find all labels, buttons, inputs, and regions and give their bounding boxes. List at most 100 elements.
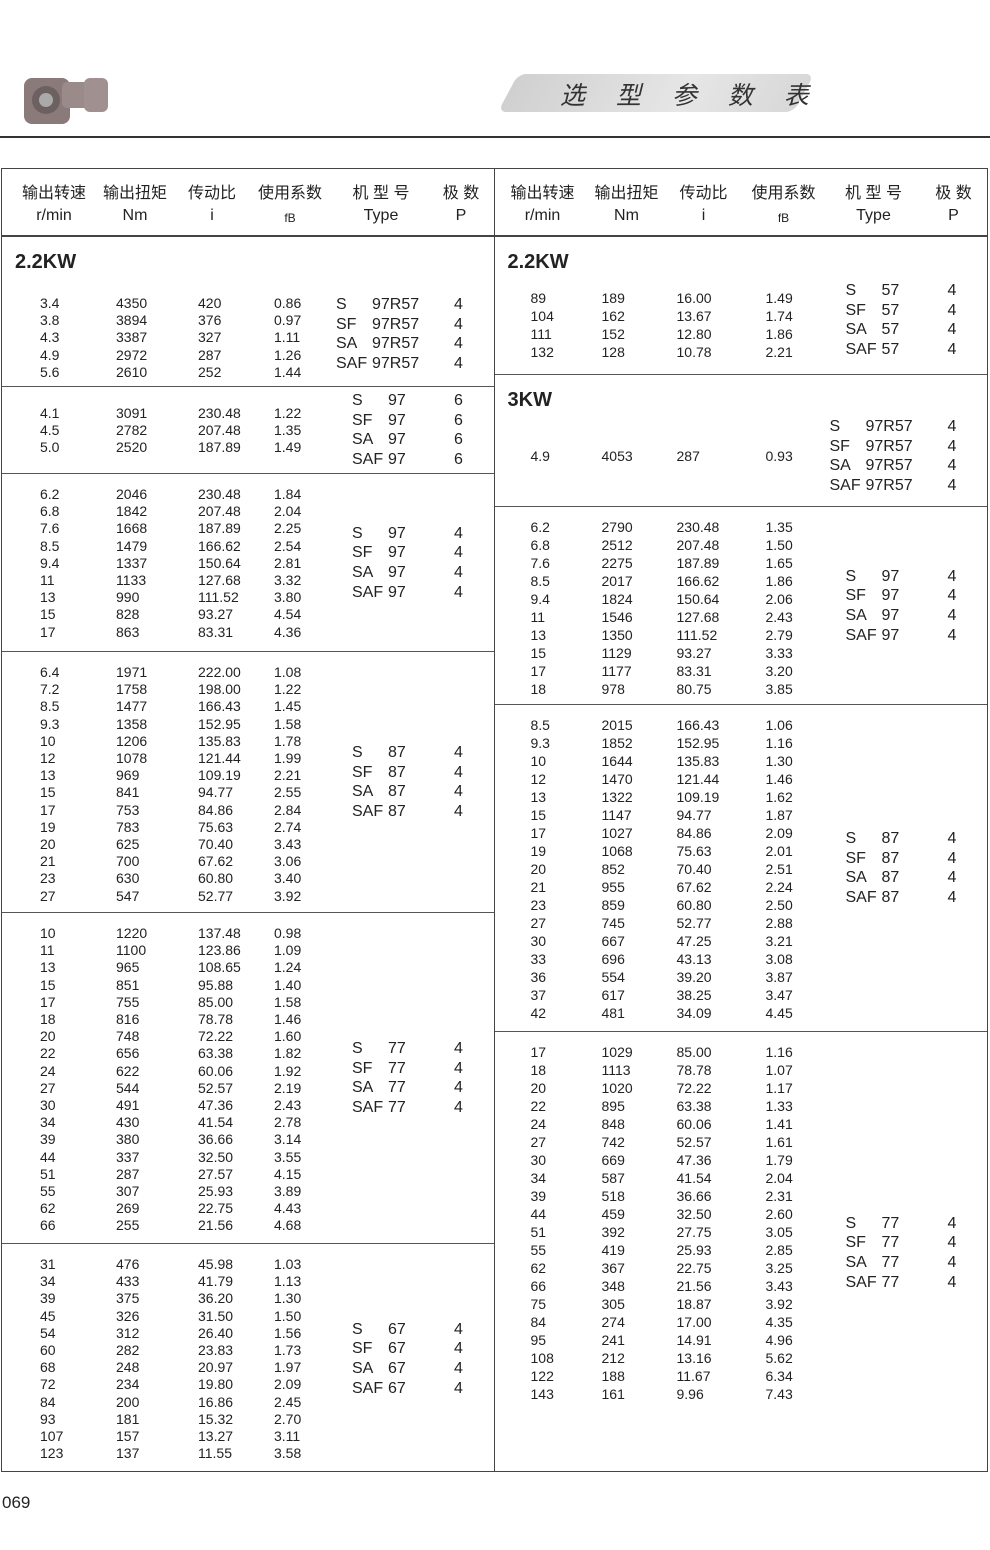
speed-cell: 44 <box>40 1148 56 1165</box>
power-group: 6.2 2790 230.48 1.35 6.8 2512 207.48 1.50 7.6 227… <box>494 507 987 705</box>
table-row: 23 859 60.80 2.50 <box>531 896 826 914</box>
power-group: 10 1220 137.48 0.98 11 1100 123.86 1.09 13 965 108… <box>2 913 494 1244</box>
ratio-cell: 135.83 <box>676 753 720 769</box>
service-factor-cell: 2.09 <box>274 1376 302 1393</box>
pole-count: 4 <box>454 544 463 562</box>
speed-cell: 75 <box>530 1296 547 1312</box>
header-label-unit: Type <box>363 207 399 224</box>
power-group: 8.5 2015 166.43 1.06 9.3 1852 152.95 1.16 10 1644… <box>494 705 987 1032</box>
ratio-cell: 13.16 <box>676 1350 712 1366</box>
table-row: 104 162 13.67 1.74 <box>531 307 826 325</box>
type-entry: SF 97 4 <box>352 543 490 563</box>
service-factor-cell: 4.43 <box>274 1200 302 1217</box>
ratio-cell: 187.89 <box>198 439 241 456</box>
table-row: 72 234 19.80 2.09 <box>40 1376 334 1393</box>
speed-cell: 95 <box>530 1332 547 1348</box>
table-row: 4.9 4053 287 0.93 <box>531 447 826 465</box>
torque-cell: 491 <box>116 1097 140 1114</box>
torque-cell: 287 <box>116 1165 140 1182</box>
speed-cell: 62 <box>40 1200 56 1217</box>
type-size: 97 <box>881 567 900 585</box>
table-row: 54 312 26.40 1.56 <box>40 1325 334 1342</box>
table-row: 62 367 22.75 3.25 <box>531 1259 826 1277</box>
type-series: SA <box>352 1079 374 1097</box>
ratio-cell: 166.43 <box>198 698 241 715</box>
service-factor-cell: 1.16 <box>765 735 793 751</box>
service-factor-cell: 2.51 <box>765 861 793 877</box>
table-row: 66 255 21.56 4.68 <box>40 1217 334 1234</box>
speed-cell: 6.2 <box>530 519 550 535</box>
table-row: 3.8 3894 376 0.97 <box>40 312 334 329</box>
table-row: 37 617 38.25 3.47 <box>531 986 826 1004</box>
table-row: 17 1029 85.00 1.16 <box>531 1043 826 1061</box>
service-factor-cell: 2.01 <box>765 843 793 859</box>
speed-cell: 20 <box>530 1080 547 1096</box>
service-factor-cell: 2.06 <box>765 591 793 607</box>
type-size: 97 <box>388 544 406 562</box>
table-row: 27 745 52.77 2.88 <box>531 914 826 932</box>
service-factor-cell: 1.65 <box>765 555 793 571</box>
pole-count: 6 <box>454 451 463 469</box>
service-factor-cell: 1.35 <box>274 422 302 439</box>
torque-cell: 978 <box>601 681 625 697</box>
torque-cell: 3894 <box>116 312 148 329</box>
type-entry: SA 67 4 <box>352 1359 490 1379</box>
type-entry: S 97 6 <box>352 391 490 411</box>
speed-cell: 15 <box>40 784 56 801</box>
ratio-cell: 70.40 <box>198 836 234 853</box>
speed-cell: 6.2 <box>40 486 60 502</box>
header-label-zh: 极 数 <box>935 185 972 202</box>
speed-cell: 4.3 <box>40 329 60 346</box>
table-row: 6.8 2512 207.48 1.50 <box>531 536 826 554</box>
speed-cell: 34 <box>40 1114 56 1131</box>
speed-cell: 13 <box>530 627 547 643</box>
speed-cell: 62 <box>530 1260 547 1276</box>
service-factor-cell: 3.85 <box>765 681 793 697</box>
ratio-cell: 27.75 <box>676 1224 712 1240</box>
ratio-cell: 207.48 <box>676 537 720 553</box>
ratio-cell: 83.31 <box>676 663 712 679</box>
speed-cell: 8.5 <box>40 698 60 715</box>
table-row: 20 748 72.22 1.60 <box>40 1028 334 1045</box>
pole-count: 4 <box>454 783 463 801</box>
header-label-unit: i <box>210 207 214 224</box>
torque-cell: 430 <box>116 1114 140 1131</box>
table-row: 30 669 47.36 1.79 <box>531 1151 826 1169</box>
power-rating-title: 3KW <box>507 389 552 411</box>
speed-cell: 21 <box>530 879 547 895</box>
pole-count: 4 <box>454 1079 463 1097</box>
service-factor-cell: 1.99 <box>274 750 302 767</box>
speed-cell: 31 <box>40 1256 56 1272</box>
service-factor-cell: 1.50 <box>765 537 793 553</box>
speed-cell: 15 <box>40 606 56 623</box>
service-factor-cell: 1.49 <box>765 290 793 306</box>
table-row: 143 161 9.96 7.43 <box>531 1385 826 1403</box>
type-entry: SA 77 4 <box>846 1253 984 1273</box>
service-factor-cell: 1.41 <box>765 1116 793 1132</box>
service-factor-cell: 1.46 <box>274 1011 302 1028</box>
torque-cell: 1147 <box>601 807 632 823</box>
service-factor-cell: 3.14 <box>274 1131 302 1148</box>
table-row: 42 481 34.09 4.45 <box>531 1004 826 1022</box>
service-factor-cell: 2.88 <box>765 915 793 931</box>
table-row: 68 248 20.97 1.97 <box>40 1359 334 1376</box>
speed-cell: 11 <box>530 609 546 625</box>
service-factor-cell: 1.45 <box>274 698 302 715</box>
ratio-cell: 109.19 <box>676 789 720 805</box>
speed-cell: 8.5 <box>530 717 550 733</box>
type-entry: SAF 77 4 <box>352 1098 490 1118</box>
type-size: 57 <box>881 282 900 299</box>
ratio-cell: 41.54 <box>676 1170 712 1186</box>
type-entry: SA 97 4 <box>352 563 490 583</box>
table-row: 13 969 109.19 2.21 <box>40 767 334 784</box>
speed-cell: 7.2 <box>40 681 60 698</box>
table-header: 输出转速 r/min 输出扭矩 Nm 传动比 i 使用系数 fB 机 型 号 Type 极 数 P <box>494 169 987 237</box>
ratio-cell: 52.77 <box>198 887 234 904</box>
torque-cell: 459 <box>601 1206 625 1222</box>
table-row: 108 212 13.16 5.62 <box>531 1349 826 1367</box>
torque-cell: 1668 <box>116 520 148 537</box>
service-factor-cell: 1.82 <box>274 1045 302 1062</box>
ratio-cell: 15.32 <box>198 1410 234 1427</box>
ratio-cell: 109.19 <box>198 767 241 784</box>
ratio-cell: 84.86 <box>198 801 234 818</box>
